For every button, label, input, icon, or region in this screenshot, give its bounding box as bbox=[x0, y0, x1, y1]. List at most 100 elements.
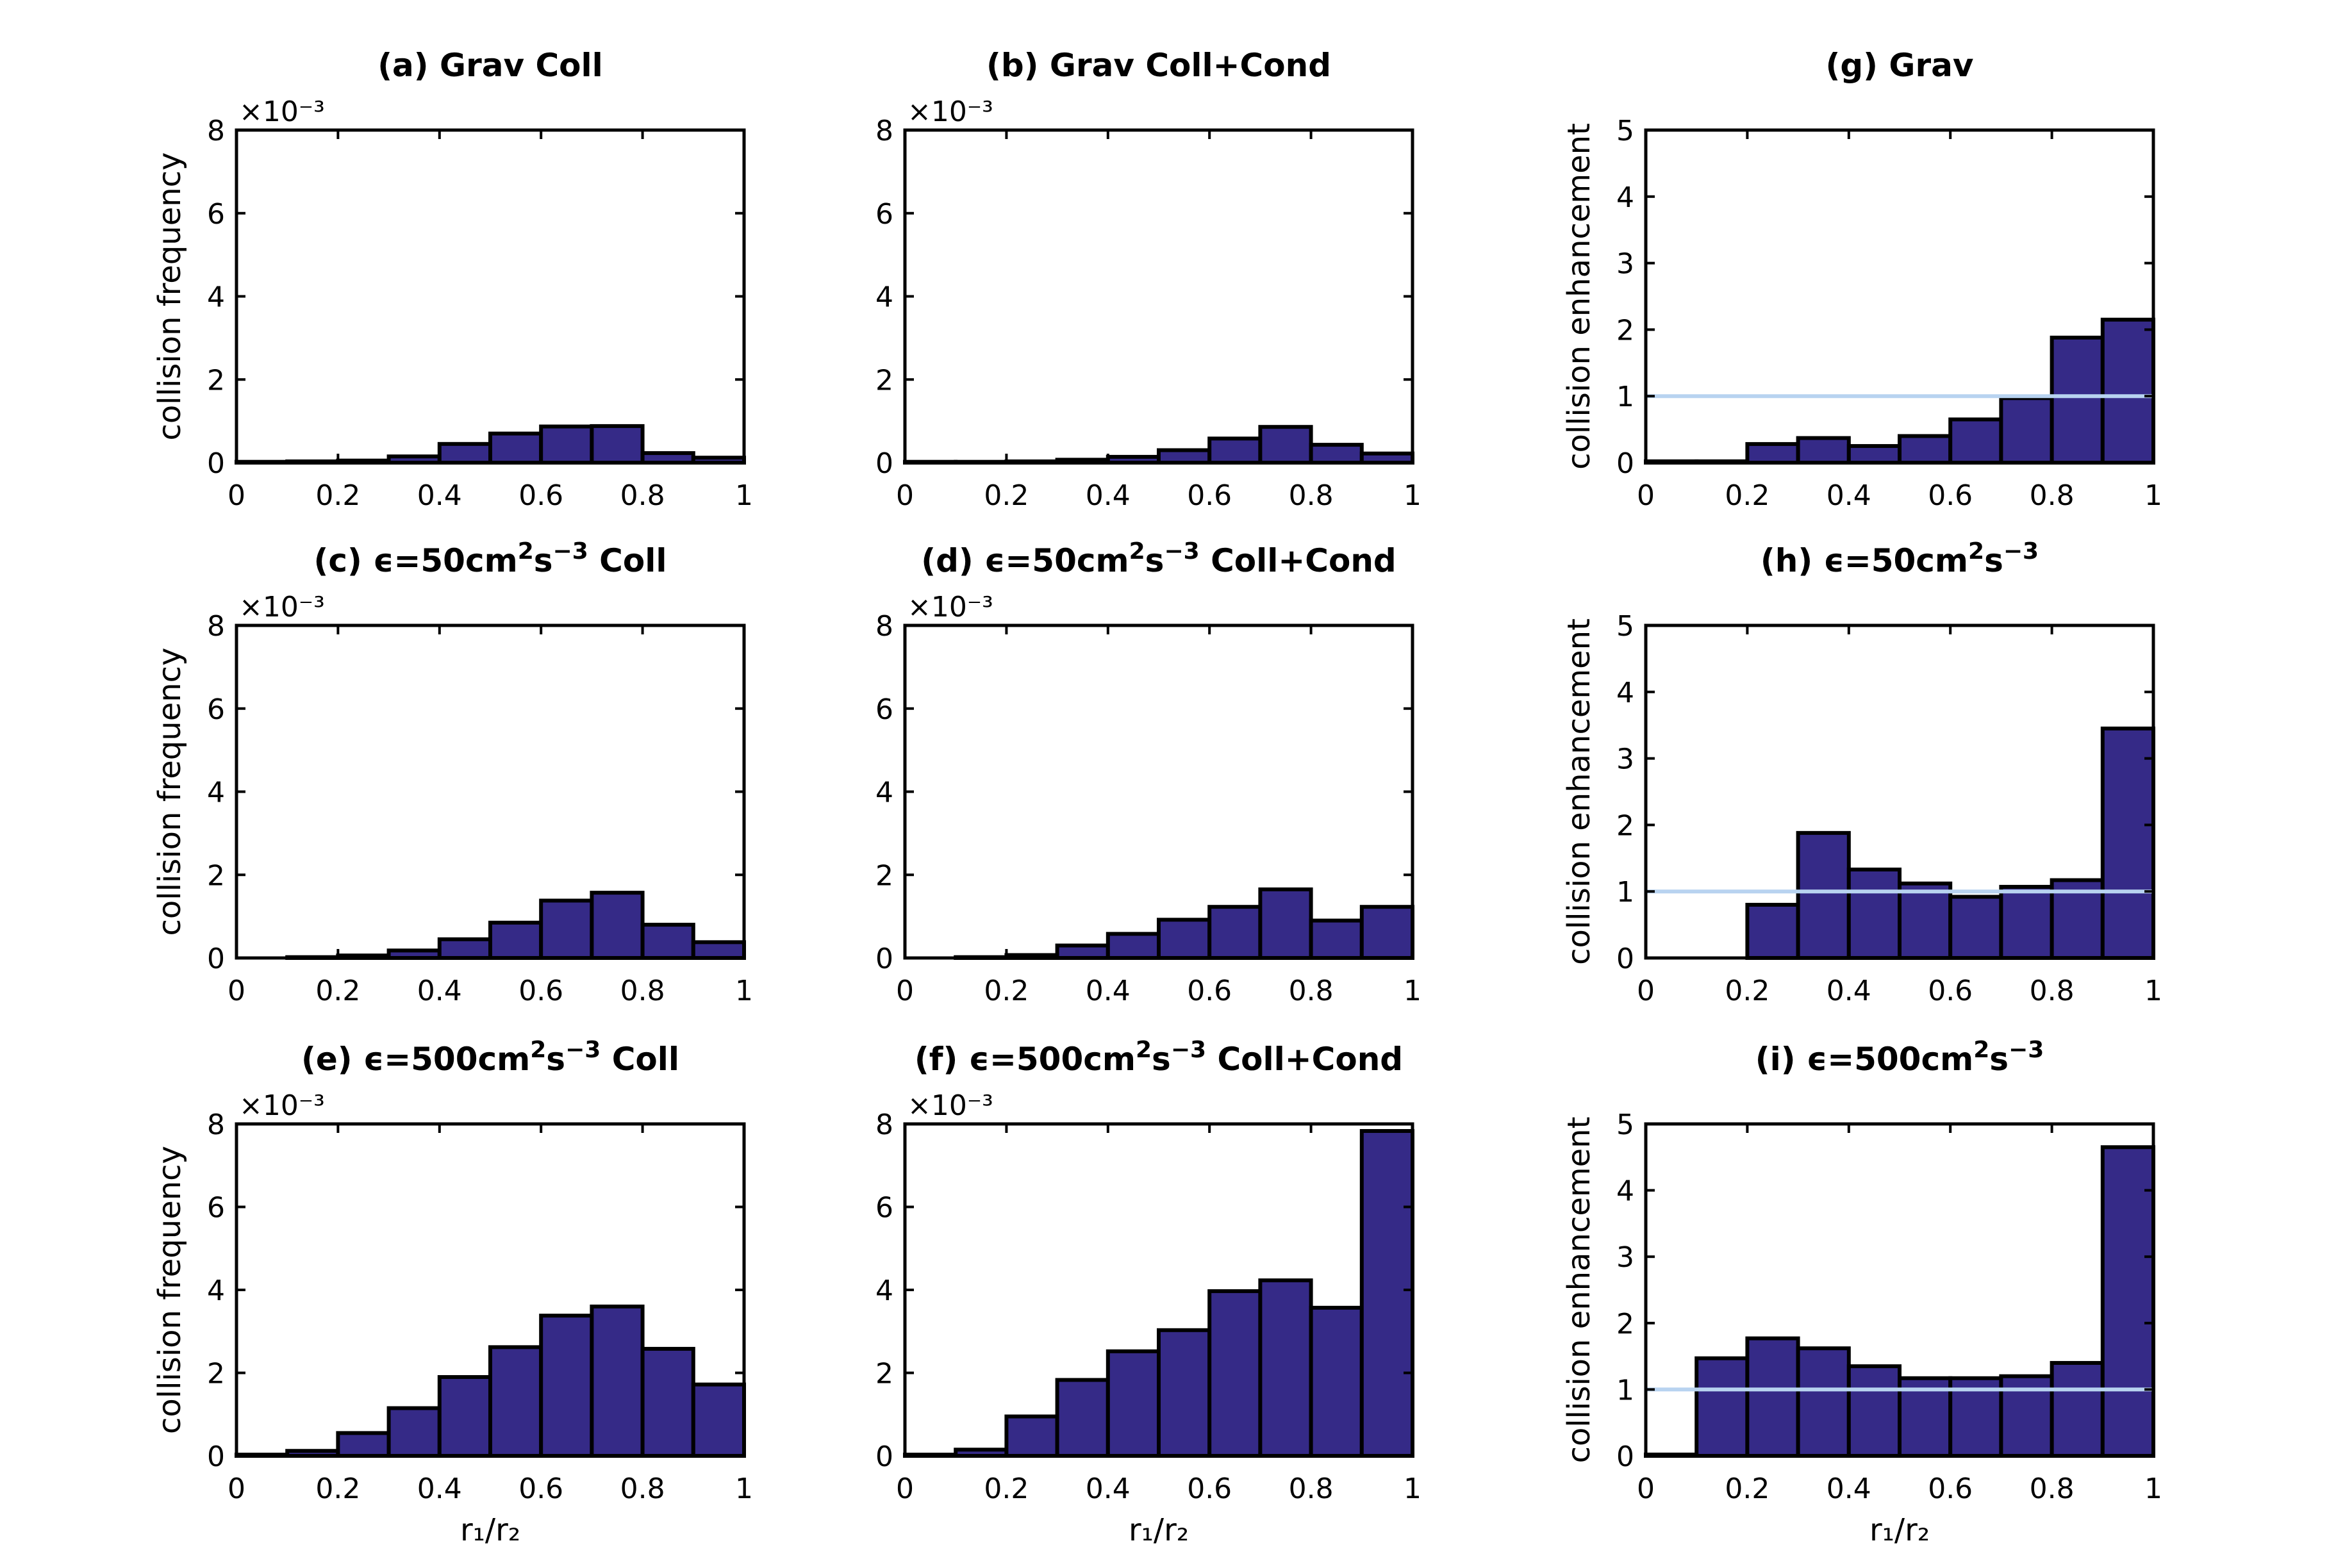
y-tick-label-a-1: 2 bbox=[207, 364, 225, 397]
chart-title-i: (i) ϵ=500cm2s−3 bbox=[1755, 1037, 2044, 1078]
y-tick-label-a-2: 4 bbox=[207, 281, 225, 314]
y-tick-label-h-0: 0 bbox=[1616, 943, 1634, 975]
bar-b-5 bbox=[1157, 448, 1212, 465]
x-axis-label-i: r₁/r₂ bbox=[1869, 1512, 1930, 1548]
x-tick-label-d-5: 1 bbox=[1404, 975, 1421, 1007]
bar-g-5 bbox=[1898, 434, 1953, 465]
x-tick-label-e-5: 1 bbox=[735, 1473, 753, 1505]
x-tick-label-d-0: 0 bbox=[896, 975, 914, 1007]
axes-frame-g bbox=[1644, 128, 2155, 465]
chart-panel-h: 0 0.2 0.4 0.6 0.8 1 0 1 2 3 4 5 (h) ϵ=50cm2s−3 collis… bbox=[1561, 538, 2162, 1008]
x-tick-label-f-0: 0 bbox=[896, 1473, 914, 1505]
chart-panel-b: 0 0.2 0.4 0.6 0.8 1 0 2 4 6 8 ×10⁻³ (b) Grav Coll+Co… bbox=[875, 47, 1421, 512]
y-axis-label-e: collision frequency bbox=[152, 1146, 188, 1434]
y-axis-label-i: collision enhancement bbox=[1561, 1117, 1597, 1464]
y-tick-label-d-3: 6 bbox=[875, 693, 893, 726]
x-tick-label-h-4: 0.8 bbox=[2030, 975, 2075, 1007]
x-tick-label-c-4: 0.8 bbox=[620, 975, 665, 1007]
y-tick-label-f-3: 6 bbox=[875, 1192, 893, 1225]
bar-h-2 bbox=[1745, 902, 1800, 960]
y-tick-label-g-5: 5 bbox=[1616, 115, 1634, 147]
bar-c-6 bbox=[539, 898, 594, 961]
y-tick-label-h-2: 2 bbox=[1616, 809, 1634, 842]
x-tick-label-a-4: 0.8 bbox=[620, 479, 665, 512]
bar-e-4 bbox=[437, 1374, 492, 1458]
bar-c-4 bbox=[437, 937, 492, 961]
bar-h-3 bbox=[1796, 830, 1851, 960]
y-tick-label-i-0: 0 bbox=[1616, 1440, 1634, 1473]
bar-f-9 bbox=[1359, 1129, 1415, 1458]
x-tick-label-b-5: 1 bbox=[1404, 479, 1421, 512]
scale-exponent-b: ×10⁻³ bbox=[907, 95, 993, 128]
x-tick-label-f-3: 0.6 bbox=[1187, 1473, 1232, 1505]
x-tick-label-a-1: 0.2 bbox=[315, 479, 360, 512]
y-tick-label-c-4: 8 bbox=[207, 610, 225, 643]
y-tick-label-h-4: 4 bbox=[1616, 677, 1634, 709]
bar-e-5 bbox=[488, 1345, 543, 1458]
y-axis-label-h: collision enhancement bbox=[1561, 618, 1597, 965]
chart-panel-d: 0 0.2 0.4 0.6 0.8 1 0 2 4 6 8 ×10⁻³ (d) ϵ=50cm2s−3 C… bbox=[875, 538, 1421, 1008]
y-tick-label-f-4: 8 bbox=[875, 1109, 893, 1141]
bar-i-3 bbox=[1796, 1346, 1851, 1458]
y-tick-label-c-3: 6 bbox=[207, 693, 225, 726]
chart-panel-c: 0 0.2 0.4 0.6 0.8 1 0 2 4 6 8 ×10⁻³ (c) ϵ=50cm2s−3 C… bbox=[152, 538, 753, 1008]
x-tick-label-e-0: 0 bbox=[228, 1473, 245, 1505]
bar-d-4 bbox=[1106, 932, 1161, 961]
x-tick-label-g-4: 0.8 bbox=[2030, 479, 2075, 512]
bar-a-5 bbox=[488, 431, 543, 465]
bar-e-3 bbox=[386, 1406, 442, 1458]
bar-h-9 bbox=[2100, 726, 2156, 960]
y-tick-label-g-0: 0 bbox=[1616, 447, 1634, 480]
x-tick-label-h-1: 0.2 bbox=[1725, 975, 1769, 1007]
x-tick-label-g-2: 0.4 bbox=[1827, 479, 1871, 512]
bar-f-5 bbox=[1157, 1328, 1212, 1458]
x-tick-label-a-0: 0 bbox=[228, 479, 245, 512]
x-tick-label-h-2: 0.4 bbox=[1827, 975, 1871, 1007]
x-axis-label-f: r₁/r₂ bbox=[1129, 1512, 1189, 1548]
x-tick-label-c-2: 0.4 bbox=[417, 975, 462, 1007]
x-tick-label-f-4: 0.8 bbox=[1289, 1473, 1334, 1505]
bar-d-3 bbox=[1055, 943, 1110, 960]
y-tick-label-a-4: 8 bbox=[207, 115, 225, 147]
x-tick-label-c-0: 0 bbox=[228, 975, 245, 1007]
x-tick-label-i-0: 0 bbox=[1637, 1473, 1655, 1505]
chart-panel-a: 0 0.2 0.4 0.6 0.8 1 0 2 4 6 8 ×10⁻³ (a) Grav Coll col… bbox=[152, 47, 753, 512]
y-tick-label-h-1: 1 bbox=[1616, 876, 1634, 909]
y-tick-label-g-2: 2 bbox=[1616, 314, 1634, 347]
bar-i-4 bbox=[1846, 1364, 1902, 1458]
bar-g-2 bbox=[1745, 442, 1800, 465]
x-tick-label-g-5: 1 bbox=[2144, 479, 2162, 512]
y-tick-label-g-4: 4 bbox=[1616, 181, 1634, 214]
bar-g-8 bbox=[2050, 335, 2105, 465]
bar-d-9 bbox=[1359, 905, 1415, 960]
bar-c-8 bbox=[640, 923, 695, 960]
scale-exponent-c: ×10⁻³ bbox=[239, 591, 325, 623]
x-tick-label-b-3: 0.6 bbox=[1187, 479, 1232, 512]
bar-g-4 bbox=[1846, 444, 1902, 465]
y-tick-label-g-3: 3 bbox=[1616, 248, 1634, 281]
bar-f-3 bbox=[1055, 1378, 1110, 1458]
x-tick-label-e-1: 0.2 bbox=[315, 1473, 360, 1505]
chart-panel-e: 0 0.2 0.4 0.6 0.8 1 0 2 4 6 8 ×10⁻³ (e) ϵ=500cm2s−3 … bbox=[152, 1037, 753, 1549]
x-tick-label-h-0: 0 bbox=[1637, 975, 1655, 1007]
bar-i-9 bbox=[2100, 1145, 2156, 1458]
y-tick-label-f-0: 0 bbox=[875, 1440, 893, 1473]
chart-title-h: (h) ϵ=50cm2s−3 bbox=[1761, 538, 2039, 580]
bar-d-8 bbox=[1309, 918, 1364, 961]
bar-c-7 bbox=[590, 891, 645, 960]
y-tick-label-e-2: 4 bbox=[207, 1275, 225, 1307]
y-tick-label-i-4: 4 bbox=[1616, 1175, 1634, 1208]
bar-i-2 bbox=[1745, 1336, 1800, 1458]
bar-c-5 bbox=[488, 920, 543, 960]
x-tick-label-e-2: 0.4 bbox=[417, 1473, 462, 1505]
bar-d-7 bbox=[1258, 887, 1313, 961]
bar-f-8 bbox=[1309, 1305, 1364, 1458]
chart-panel-g: 0 0.2 0.4 0.6 0.8 1 0 1 2 3 4 5 (g) Grav collision en… bbox=[1561, 47, 2162, 512]
x-axis-label-e: r₁/r₂ bbox=[460, 1512, 520, 1548]
bar-h-4 bbox=[1846, 867, 1902, 961]
y-tick-label-b-2: 4 bbox=[875, 281, 893, 314]
x-tick-label-b-0: 0 bbox=[896, 479, 914, 512]
bar-d-5 bbox=[1157, 918, 1212, 960]
bar-g-9 bbox=[2100, 317, 2156, 465]
